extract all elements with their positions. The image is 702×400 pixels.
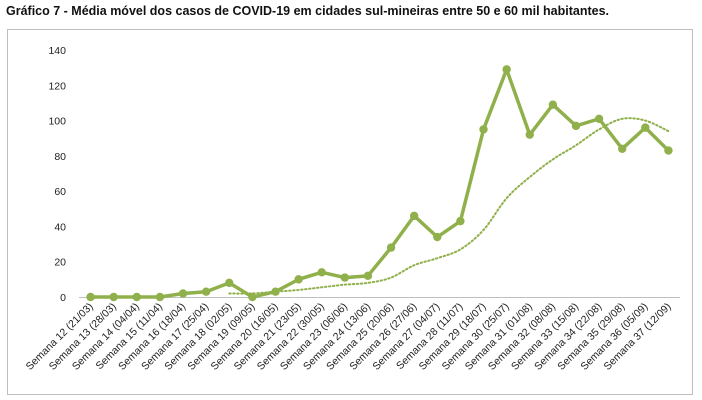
data-point — [178, 289, 188, 298]
chart-title: Gráfico 7 - Média móvel dos casos de COV… — [6, 4, 610, 18]
data-point — [664, 146, 673, 155]
data-point — [386, 243, 396, 252]
y-tick-label: 60 — [54, 186, 66, 198]
moving-average-line — [90, 67, 670, 299]
y-tick-label: 40 — [54, 221, 66, 233]
series-layer — [86, 65, 673, 302]
x-axis: Semana 12 (21/03)Semana 13 (28/03)Semana… — [24, 297, 680, 373]
data-point — [201, 287, 211, 296]
chart-frame — [7, 29, 693, 395]
data-point — [294, 275, 303, 284]
y-axis: 0 20 40 60 80 100 120 140 — [48, 45, 66, 304]
data-point — [109, 292, 118, 302]
y-tick-label: 120 — [48, 80, 66, 92]
y-tick-label: 80 — [54, 151, 66, 163]
data-point — [479, 125, 488, 134]
data-point — [594, 114, 604, 124]
data-point — [317, 268, 326, 277]
data-point — [155, 292, 165, 302]
y-tick-label: 0 — [60, 292, 66, 304]
data-point — [433, 232, 442, 242]
y-tick-label: 20 — [54, 257, 66, 269]
data-point — [248, 292, 257, 302]
data-point — [548, 100, 558, 109]
data-point — [641, 123, 650, 132]
data-point — [409, 211, 419, 221]
trendline-series — [228, 117, 670, 295]
data-point — [86, 292, 95, 302]
y-tick-label: 140 — [48, 45, 66, 57]
data-point — [525, 130, 534, 139]
data-point — [340, 273, 350, 282]
data-point — [456, 216, 465, 226]
data-point — [571, 121, 581, 131]
data-point — [618, 144, 627, 153]
y-tick-label: 100 — [48, 116, 66, 128]
data-point — [132, 292, 141, 302]
data-point — [363, 271, 373, 281]
data-point — [225, 278, 234, 288]
data-point — [502, 65, 511, 74]
